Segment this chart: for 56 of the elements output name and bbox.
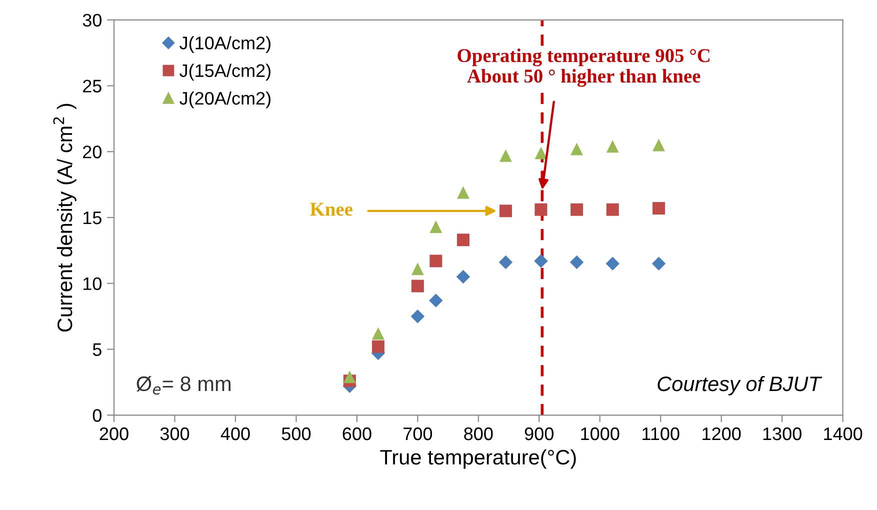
point	[410, 309, 425, 324]
x-tick-label: 500	[282, 427, 311, 440]
x-tick-label: 1300	[763, 427, 802, 440]
point	[430, 220, 442, 233]
point	[570, 255, 584, 270]
point	[606, 140, 619, 153]
point	[430, 254, 442, 268]
y-tick-label: 10	[84, 277, 102, 290]
x-tick-label: 900	[524, 427, 554, 440]
legend-label: J(20A/cm2)	[180, 91, 270, 108]
point	[456, 186, 470, 199]
point	[652, 202, 666, 215]
point	[429, 294, 443, 308]
y-tick-label: 15	[84, 212, 102, 224]
point	[456, 234, 470, 246]
point	[606, 203, 619, 216]
x-tick-label: 1200	[702, 427, 741, 440]
point	[652, 256, 666, 270]
point	[498, 255, 513, 270]
x-tick-label: 400	[220, 427, 250, 440]
annotation: Courtesy of BJUT	[658, 376, 822, 396]
legend-label: J(15A/cm2)	[180, 64, 270, 81]
x-tick-label: 300	[160, 427, 190, 440]
y-tick-label: 30	[82, 14, 102, 27]
point	[652, 138, 666, 152]
annotation: Knee	[310, 202, 352, 216]
y-tick-label: 25	[83, 80, 102, 92]
point	[570, 203, 584, 216]
point	[343, 370, 356, 384]
x-tick-label: 1400	[824, 427, 862, 440]
point	[534, 254, 548, 268]
point	[456, 270, 470, 284]
legend-label: J(10A/cm2)	[180, 36, 270, 53]
point	[372, 340, 384, 353]
x-axis-title: True temperature(°C)	[380, 449, 576, 469]
y-tick-label: 5	[92, 343, 102, 356]
x-tick-label: 700	[404, 427, 432, 440]
annotation: Operating temperature 905 °C About 50 ° higher than knee	[458, 48, 710, 87]
point	[499, 149, 512, 162]
x-tick-label: 600	[342, 427, 372, 440]
x-tick-label: 1000	[581, 427, 620, 440]
point	[499, 204, 512, 218]
point	[570, 142, 584, 156]
point	[534, 203, 548, 216]
point	[534, 146, 548, 160]
point	[606, 256, 620, 270]
annotation: Ø$_{e}$= 8 mm	[136, 376, 230, 395]
x-tick-label: 200	[100, 427, 128, 440]
y-tick-label: 20	[83, 146, 102, 158]
x-tick-label: 1100	[642, 427, 680, 440]
y-tick-label: 0	[92, 409, 102, 422]
point	[411, 280, 424, 292]
point	[411, 262, 424, 276]
x-tick-label: 800	[464, 427, 493, 440]
y-axis-title: Current density (A/ cm$^{2}$ )	[53, 104, 76, 332]
point	[372, 327, 384, 340]
